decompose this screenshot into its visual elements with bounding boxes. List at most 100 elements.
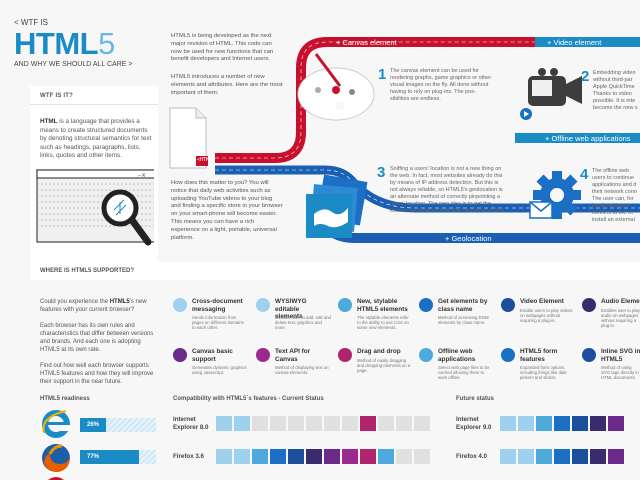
compat-cell bbox=[414, 449, 430, 464]
compat-cell bbox=[306, 416, 322, 431]
wtf-text: HTML is a language that provides a means… bbox=[40, 118, 152, 160]
html-document-icon bbox=[169, 107, 208, 169]
wtf-panel: WTF IS IT? HTML is a language that provi… bbox=[30, 86, 158, 266]
compat-cell bbox=[252, 416, 268, 431]
support-title: WHERE IS HTML5 SUPPORTED? bbox=[40, 268, 135, 274]
page-subtitle[interactable]: AND WHY WE SHOULD ALL CARE > bbox=[14, 61, 133, 68]
chrome-logo-icon bbox=[48, 477, 64, 480]
legend-description: Method of displaying text on canvas elem… bbox=[275, 365, 329, 375]
compat-cell bbox=[234, 416, 250, 431]
feature-number-3: 3 bbox=[377, 164, 386, 181]
divider bbox=[30, 104, 158, 105]
legend-title: Cross-document messaging bbox=[192, 298, 243, 313]
legend-title: Video Element bbox=[520, 298, 564, 305]
wtf-title: WTF IS IT? bbox=[40, 93, 73, 99]
legend-description: Enables user to add, edit and delete tex… bbox=[275, 315, 331, 330]
browser-name: Internet Explorer 8.0 bbox=[173, 416, 209, 431]
compat-cell bbox=[216, 416, 232, 431]
ie-logo-icon bbox=[42, 410, 70, 438]
intro-paragraph-1: HTML5 is being developed as the next maj… bbox=[171, 33, 274, 63]
future-browser-name: Firefox 4.0 bbox=[456, 453, 487, 460]
compat-cell bbox=[396, 449, 412, 464]
feature-number-2: 2 bbox=[581, 68, 590, 85]
intro-paragraph-2: HTML5 introduces a number of new element… bbox=[171, 74, 283, 96]
legend-description: Generates dynamic graphics using Javascr… bbox=[192, 365, 247, 375]
future-compat-cell bbox=[572, 416, 588, 431]
support-paragraph-2: Each browser has its own rules and chara… bbox=[40, 323, 154, 353]
feature-text-canvas: The canvas element can be used for rende… bbox=[390, 68, 492, 102]
browser-name: Firefox 3.6 bbox=[173, 453, 204, 460]
legend-description: Method of accessing DOM elements by clas… bbox=[438, 315, 489, 325]
legend-color-dot bbox=[582, 298, 596, 312]
feature-number-1: 1 bbox=[378, 66, 387, 83]
legend-title: Audio Element bbox=[601, 298, 640, 305]
future-compat-cell bbox=[554, 416, 570, 431]
legend-title: New, stylable HTML5 elements bbox=[357, 298, 408, 313]
legend-color-dot bbox=[338, 298, 352, 312]
support-header-bar bbox=[30, 262, 640, 280]
compat-title: Compatibility with HTML5´s features - Cu… bbox=[173, 396, 324, 402]
legend-title: WYSIWYG editable elements bbox=[275, 298, 307, 320]
page-title: HTML5 bbox=[14, 26, 115, 61]
future-compat-cell bbox=[500, 416, 516, 431]
legend-color-dot bbox=[501, 348, 515, 362]
gear-icon bbox=[529, 171, 581, 219]
browser-window-illustration: –× bbox=[36, 169, 154, 246]
legend-description: Sends information from pages on differen… bbox=[192, 315, 244, 330]
legend-description: Select web page files to be cached allow… bbox=[438, 365, 490, 380]
legend-color-dot bbox=[256, 298, 270, 312]
legend-description: The stylable elements refer to the abili… bbox=[357, 315, 409, 330]
legend-title: Inline SVG in HTML5 bbox=[601, 348, 640, 363]
legend-color-dot bbox=[256, 348, 270, 362]
future-compat-cell bbox=[554, 449, 570, 464]
header: < WTF IS HTML5 AND WHY WE SHOULD ALL CAR… bbox=[14, 18, 164, 68]
legend-description: Method of easily dragging and dropping e… bbox=[357, 358, 411, 373]
future-compat-cell bbox=[590, 449, 606, 464]
readiness-bar-fill: 26% bbox=[80, 418, 106, 432]
intro-paragraph-3: How does this matter to you? You will no… bbox=[171, 180, 283, 241]
legend-color-dot bbox=[419, 348, 433, 362]
html-tag-label: <HTML> bbox=[197, 157, 216, 163]
feature-text-offline: The offline web users to continue applic… bbox=[592, 168, 637, 223]
future-compat-cell bbox=[518, 449, 534, 464]
future-compat-cell bbox=[572, 449, 588, 464]
compat-cell bbox=[306, 449, 322, 464]
legend-color-dot bbox=[501, 298, 515, 312]
compat-cell bbox=[342, 416, 358, 431]
road-label-geolocation: + Geolocation bbox=[445, 234, 492, 243]
support-paragraph-1: Could you experience the HTML5's new fea… bbox=[40, 299, 147, 313]
svg-text:–×: –× bbox=[138, 172, 146, 179]
video-camera-icon bbox=[520, 68, 582, 120]
future-compat-cell bbox=[608, 449, 624, 464]
future-compat-cell bbox=[536, 449, 552, 464]
legend-color-dot bbox=[173, 348, 187, 362]
compat-cell bbox=[234, 449, 250, 464]
support-paragraph-3: Find out how well each browser supports … bbox=[40, 363, 154, 385]
legend-title: HTML5 form features bbox=[520, 348, 558, 363]
firefox-logo-icon bbox=[42, 444, 70, 472]
legend-title: Drag and drop bbox=[357, 348, 401, 355]
road-label-video: + Video element bbox=[547, 38, 602, 47]
future-browser-name: Internet Explorer 9.0 bbox=[456, 416, 492, 431]
readiness-bar-fill: 77% bbox=[80, 450, 139, 464]
future-compat-cell bbox=[500, 449, 516, 464]
compat-cell bbox=[324, 416, 340, 431]
legend-description: Expanded form options, including things … bbox=[520, 365, 567, 380]
feature-text-video: Embedding video without third-par Apple … bbox=[593, 70, 638, 111]
legend-title: Text API for Canvas bbox=[275, 348, 311, 363]
back-link[interactable]: < WTF IS bbox=[14, 18, 48, 27]
compat-cell bbox=[396, 416, 412, 431]
legend-title: Offline web applications bbox=[438, 348, 476, 363]
compat-cell bbox=[216, 449, 232, 464]
legend-color-dot bbox=[173, 298, 187, 312]
future-compat-cell bbox=[518, 416, 534, 431]
palette-icon bbox=[297, 53, 375, 121]
road-label-canvas: + Canvas element bbox=[336, 38, 397, 47]
legend-color-dot bbox=[338, 348, 352, 362]
legend-title: Canvas basic support bbox=[192, 348, 233, 363]
compat-cell bbox=[270, 449, 286, 464]
compat-cell bbox=[378, 416, 394, 431]
compat-cell bbox=[378, 449, 394, 464]
road-label-offline: + Offline web applications bbox=[545, 134, 631, 143]
